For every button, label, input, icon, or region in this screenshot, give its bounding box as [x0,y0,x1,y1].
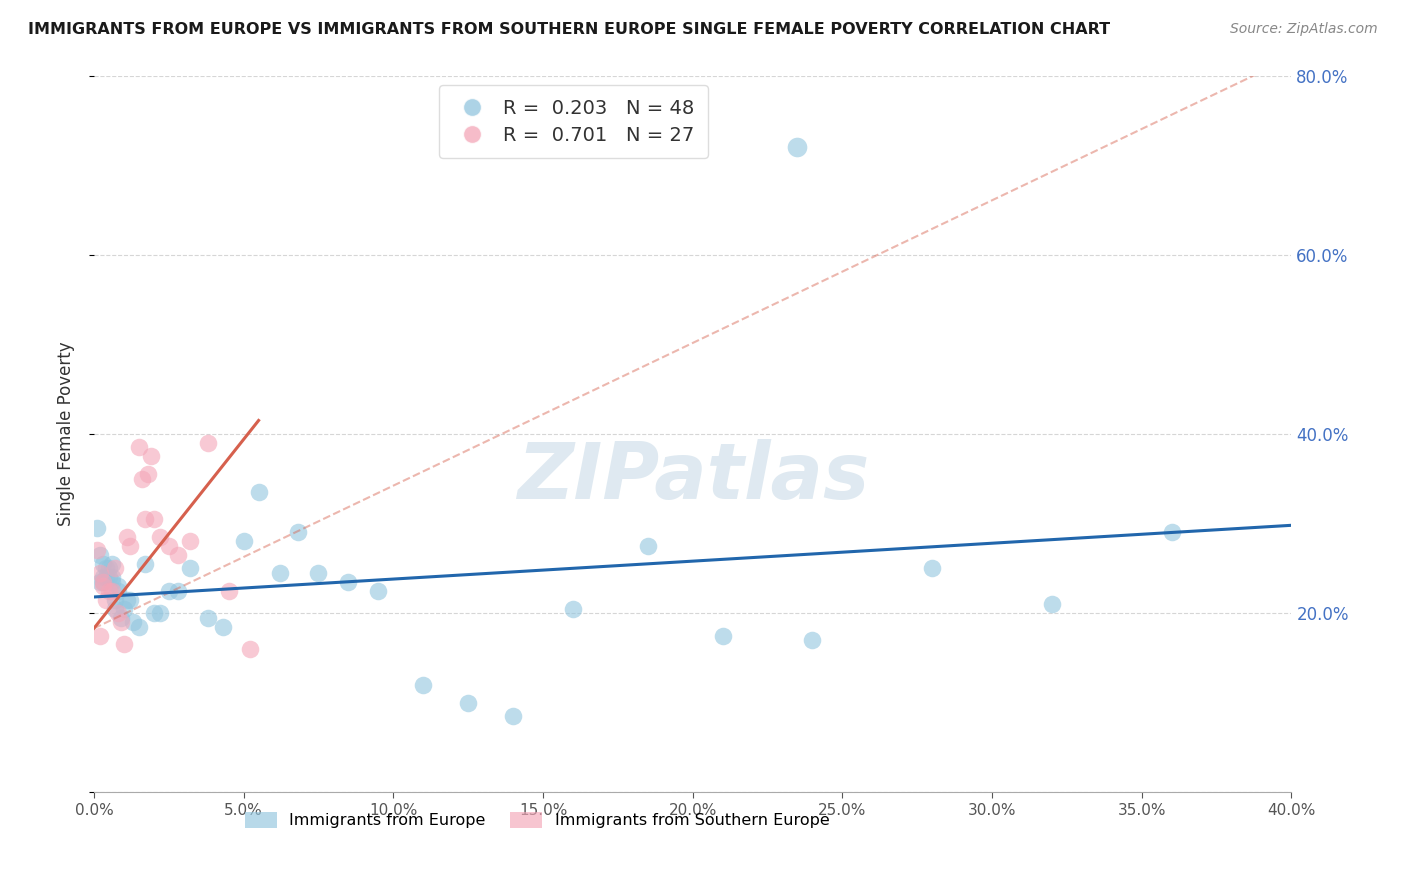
Point [149,606,172,620]
Point [104,561,127,575]
Point [115,592,138,607]
Point [107,579,129,593]
Point [308,566,330,580]
Point [232,534,254,549]
Point [412,678,434,692]
Point [786,140,808,154]
Point [86,543,108,558]
Point [128,441,150,455]
Point [89,548,111,562]
Point [89,628,111,642]
Point [179,534,201,549]
Point [101,574,124,589]
Point [107,606,129,620]
Point [337,574,360,589]
Point [104,601,127,615]
Point [118,539,141,553]
Legend: Immigrants from Europe, Immigrants from Southern Europe: Immigrants from Europe, Immigrants from … [239,805,835,835]
Point [101,570,124,584]
Point [97,583,120,598]
Point [101,583,124,598]
Point [112,637,135,651]
Point [561,601,583,615]
Point [86,521,108,535]
Point [91,574,114,589]
Point [97,561,120,575]
Point [166,583,188,598]
Point [218,583,240,598]
Point [157,583,180,598]
Point [91,579,114,593]
Point [287,525,309,540]
Point [89,574,111,589]
Point [179,561,201,575]
Point [197,435,219,450]
Point [149,530,172,544]
Point [112,601,135,615]
Point [142,512,165,526]
Point [142,606,165,620]
Point [91,574,114,589]
Point [502,709,524,723]
Point [367,583,389,598]
Point [457,696,479,710]
Point [131,472,153,486]
Point [94,570,117,584]
Point [801,632,824,647]
Point [94,592,117,607]
Point [110,610,132,624]
Point [247,485,270,500]
Text: Source: ZipAtlas.com: Source: ZipAtlas.com [1230,22,1378,37]
Text: IMMIGRANTS FROM EUROPE VS IMMIGRANTS FROM SOUTHERN EUROPE SINGLE FEMALE POVERTY : IMMIGRANTS FROM EUROPE VS IMMIGRANTS FRO… [28,22,1111,37]
Point [128,619,150,633]
Point [104,592,127,607]
Point [107,583,129,598]
Point [97,570,120,584]
Point [91,557,114,571]
Point [89,566,111,580]
Point [134,512,156,526]
Point [94,561,117,575]
Point [115,530,138,544]
Point [118,592,141,607]
Point [157,539,180,553]
Point [269,566,291,580]
Point [121,615,143,629]
Point [711,628,734,642]
Point [101,557,124,571]
Text: ZIPatlas: ZIPatlas [516,439,869,515]
Point [637,539,659,553]
Point [211,619,233,633]
Point [136,467,159,482]
Point [921,561,943,575]
Point [166,548,188,562]
Point [139,450,162,464]
Point [110,615,132,629]
Point [91,570,114,584]
Point [197,610,219,624]
Point [1040,597,1063,611]
Point [1160,525,1182,540]
Y-axis label: Single Female Poverty: Single Female Poverty [58,342,75,526]
Point [134,557,156,571]
Point [239,642,262,657]
